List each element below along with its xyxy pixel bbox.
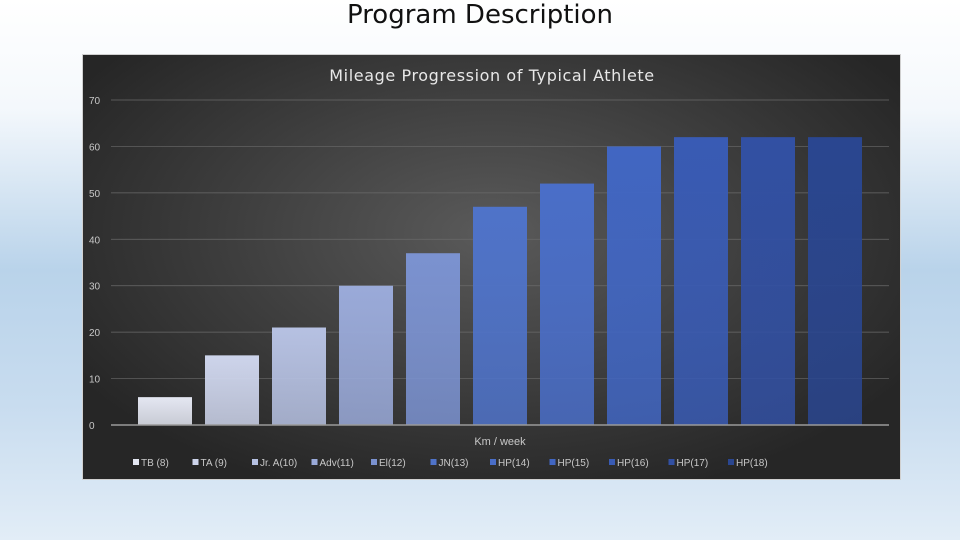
y-tick-label: 50 bbox=[89, 189, 101, 200]
bar-hp-15 bbox=[607, 146, 661, 425]
legend-swatch bbox=[192, 459, 199, 465]
legend-label: HP(18) bbox=[736, 458, 768, 469]
y-axis-ticks: 0 10 20 30 40 50 60 70 bbox=[89, 96, 101, 432]
bar-adv-11 bbox=[339, 285, 393, 425]
y-tick-label: 40 bbox=[89, 235, 101, 246]
y-tick-label: 0 bbox=[89, 421, 95, 432]
bars bbox=[138, 137, 862, 425]
legend-label: Jr. A(10) bbox=[260, 458, 297, 469]
legend-swatch bbox=[668, 459, 675, 465]
legend-label: JN(13) bbox=[439, 458, 469, 469]
legend-label: TA (9) bbox=[201, 458, 227, 469]
legend-label: HP(15) bbox=[558, 458, 590, 469]
legend-label: HP(16) bbox=[617, 458, 649, 469]
chart-title: Mileage Progression of Typical Athlete bbox=[329, 66, 654, 85]
legend-label: HP(14) bbox=[498, 458, 530, 469]
bar-hp-16 bbox=[674, 137, 728, 425]
legend-swatch bbox=[609, 459, 615, 465]
bar-el-12 bbox=[406, 253, 460, 425]
bar-hp-17 bbox=[741, 137, 795, 425]
y-tick-label: 30 bbox=[89, 282, 101, 293]
bar-jr-a-10 bbox=[272, 327, 326, 425]
bar-hp-14 bbox=[540, 183, 594, 425]
bar-chart: Mileage Progression of Typical Athlete 0… bbox=[89, 66, 889, 469]
legend-swatch bbox=[311, 459, 318, 465]
legend-swatch bbox=[549, 459, 556, 465]
legend: TB (8) TA (9) Jr. A(10) Adv(11) El(12) JN(13)… bbox=[133, 458, 768, 469]
legend-swatch bbox=[133, 459, 139, 465]
chart-panel: Mileage Progression of Typical Athlete 0… bbox=[82, 54, 901, 480]
legend-swatch bbox=[371, 459, 377, 465]
y-tick-label: 20 bbox=[89, 328, 101, 339]
legend-label: HP(17) bbox=[677, 458, 709, 469]
y-tick-label: 10 bbox=[89, 375, 101, 386]
legend-swatch bbox=[728, 459, 734, 465]
legend-swatch bbox=[490, 459, 496, 465]
y-tick-label: 70 bbox=[89, 96, 101, 107]
x-axis-title: Km / week bbox=[474, 436, 526, 448]
legend-swatch bbox=[252, 459, 258, 465]
y-tick-label: 60 bbox=[89, 142, 101, 153]
legend-label: El(12) bbox=[379, 458, 406, 469]
slide-title: Program Description bbox=[346, 0, 614, 30]
legend-label: Adv(11) bbox=[320, 458, 354, 469]
bar-hp-18 bbox=[808, 137, 862, 425]
bar-tb-8 bbox=[138, 397, 192, 425]
legend-label: TB (8) bbox=[141, 458, 169, 469]
bar-jn-13 bbox=[473, 206, 527, 425]
legend-swatch bbox=[430, 459, 437, 465]
bar-ta-9 bbox=[205, 355, 259, 425]
